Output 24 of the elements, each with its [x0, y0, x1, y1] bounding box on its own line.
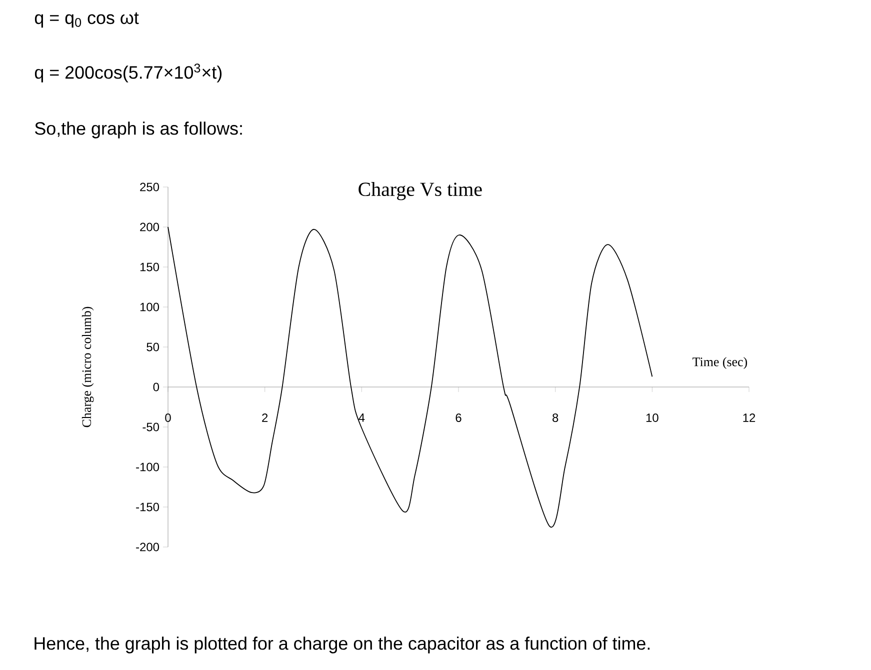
- x-tick-label: 4: [358, 414, 365, 422]
- y-tick-label: 0: [153, 382, 160, 392]
- x-tick-label: 12: [743, 414, 756, 422]
- y-tick-label: 100: [140, 302, 160, 312]
- y-tick-label: -100: [136, 462, 160, 472]
- x-tick-label: 0: [165, 414, 171, 422]
- x-axis-title: Time (sec): [692, 357, 748, 369]
- text: q = q$_{0}$ cos ωt: [34, 12, 139, 28]
- text: Hence, the graph is plotted for a charge on the capacitor as a function of time.: [34, 636, 650, 654]
- y-tick-label: 150: [140, 262, 160, 272]
- y-tick-label: 200: [140, 222, 160, 232]
- y-tick-label: -200: [136, 542, 160, 552]
- text: q = 200cos(5.77×10$^{3}$×t): [34, 64, 222, 82]
- x-tick-label: 2: [262, 414, 268, 422]
- x-tick-label: 6: [456, 414, 462, 422]
- x-tick-label: 8: [552, 414, 558, 422]
- chart-title: Charge Vs time: [358, 182, 482, 200]
- y-tick-label: 250: [140, 182, 160, 192]
- x-tick-label: 10: [646, 414, 658, 422]
- y-tick-label: 50: [146, 342, 160, 352]
- y-axis-title: Charge (micro columb): [82, 306, 94, 428]
- y-tick-label: -150: [136, 502, 160, 512]
- text: So,the graph is as follows:: [35, 122, 242, 138]
- y-tick-label: -50: [142, 422, 160, 432]
